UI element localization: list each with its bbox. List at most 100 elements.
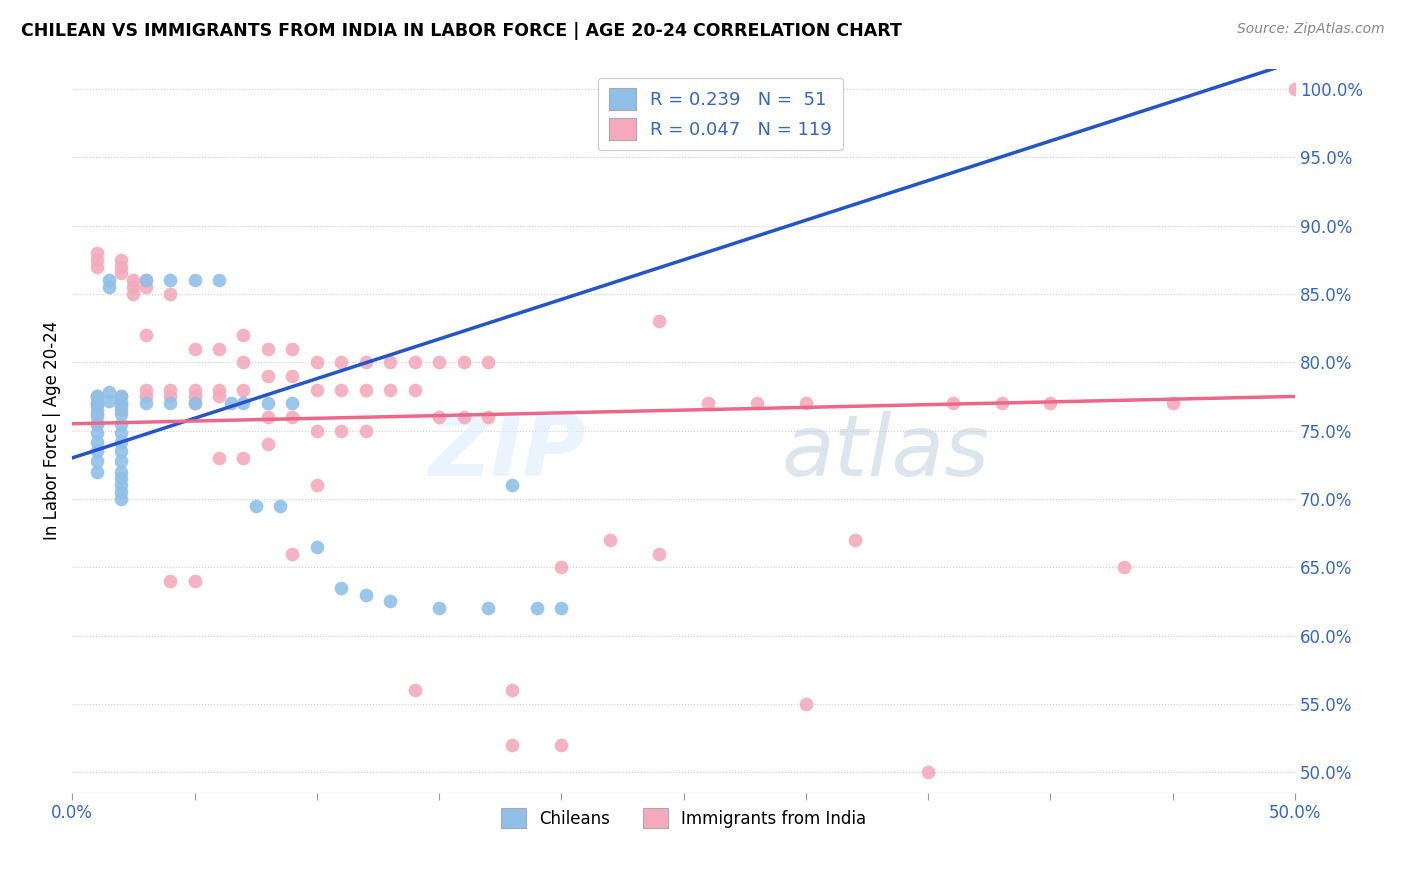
Point [110,478,132,492]
Point [86,409,108,424]
Point [86,407,108,421]
Point [477,355,499,369]
Point [183,273,205,287]
Point [427,601,450,615]
Point [86,426,108,441]
Point [97,280,120,294]
Point [110,407,132,421]
Point [122,280,145,294]
Point [305,478,328,492]
Point [208,273,231,287]
Point [281,547,304,561]
Point [122,273,145,287]
Point [135,328,157,343]
Point [110,465,132,479]
Point [86,403,108,417]
Point [330,581,353,595]
Point [281,396,304,410]
Point [110,434,132,449]
Point [86,389,108,403]
Point [697,396,720,410]
Point [305,424,328,438]
Point [97,393,120,408]
Point [183,396,205,410]
Point [110,396,132,410]
Point [794,396,817,410]
Point [354,355,377,369]
Point [501,683,523,698]
Point [110,396,132,410]
Point [453,409,475,424]
Point [183,574,205,588]
Point [110,389,132,403]
Point [1161,396,1184,410]
Point [110,267,132,281]
Point [257,396,280,410]
Point [404,355,426,369]
Text: atlas: atlas [782,411,990,494]
Point [110,399,132,413]
Point [404,383,426,397]
Text: CHILEAN VS IMMIGRANTS FROM INDIA IN LABOR FORCE | AGE 20-24 CORRELATION CHART: CHILEAN VS IMMIGRANTS FROM INDIA IN LABO… [21,22,903,40]
Point [110,471,132,485]
Point [86,434,108,449]
Point [990,396,1012,410]
Point [550,560,572,574]
Point [86,417,108,431]
Point [208,450,231,465]
Text: ZIP: ZIP [429,411,586,494]
Point [159,273,181,287]
Point [281,368,304,383]
Point [183,389,205,403]
Point [159,389,181,403]
Point [86,417,108,431]
Point [86,260,108,274]
Point [110,453,132,467]
Point [305,540,328,554]
Point [86,396,108,410]
Point [354,424,377,438]
Point [378,594,401,608]
Point [550,601,572,615]
Text: Source: ZipAtlas.com: Source: ZipAtlas.com [1237,22,1385,37]
Point [232,450,254,465]
Point [135,273,157,287]
Point [86,389,108,403]
Point [232,396,254,410]
Point [110,485,132,500]
Point [427,409,450,424]
Point [219,396,242,410]
Point [917,765,939,780]
Point [269,499,291,513]
Point [86,453,108,467]
Point [257,437,280,451]
Point [648,547,671,561]
Point [97,385,120,400]
Point [86,246,108,260]
Point [599,533,621,547]
Point [1284,82,1306,96]
Point [232,355,254,369]
Point [330,383,353,397]
Point [208,383,231,397]
Point [135,396,157,410]
Point [501,847,523,862]
Point [86,444,108,458]
Point [110,491,132,506]
Point [942,396,965,410]
Point [159,287,181,301]
Point [378,355,401,369]
Point [257,342,280,356]
Point [501,478,523,492]
Point [110,417,132,431]
Point [330,355,353,369]
Point [257,368,280,383]
Point [135,280,157,294]
Point [305,355,328,369]
Point [354,383,377,397]
Point [135,389,157,403]
Point [159,574,181,588]
Y-axis label: In Labor Force | Age 20-24: In Labor Force | Age 20-24 [44,321,60,541]
Point [745,396,768,410]
Point [453,355,475,369]
